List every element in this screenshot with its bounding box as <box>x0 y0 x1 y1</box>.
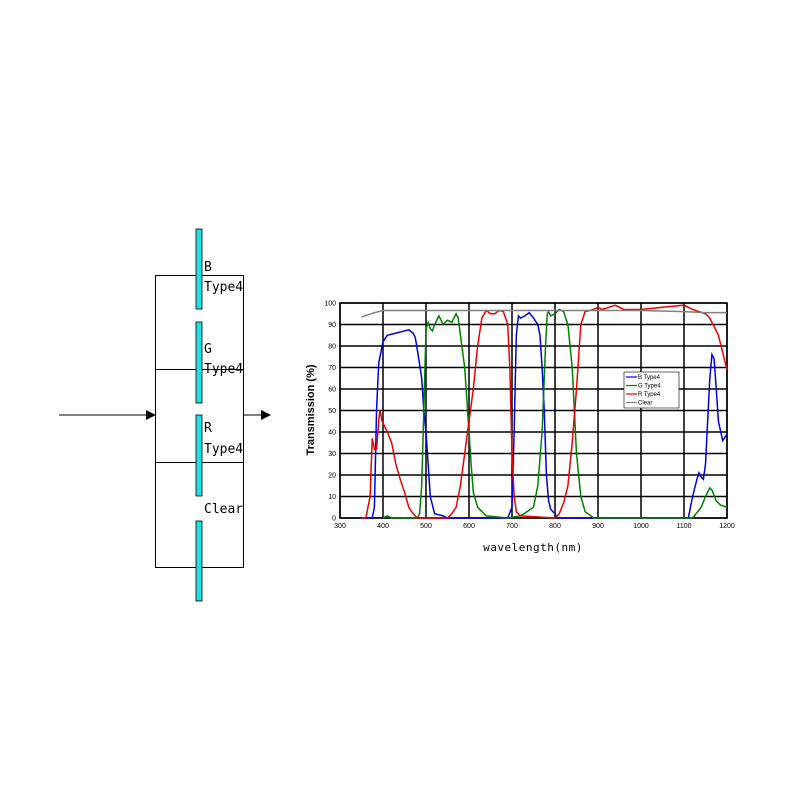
series-line-r-type4 <box>361 304 728 519</box>
filter-r-type: Type4 <box>204 442 243 457</box>
x-tick-label: 600 <box>463 523 475 530</box>
x-tick-label: 400 <box>377 523 389 530</box>
legend-label: Clear <box>638 401 652 407</box>
series-line-clear <box>361 309 727 318</box>
legend-label: B Type4 <box>638 375 661 381</box>
x-axis-label: wavelength(nm) <box>483 541 583 554</box>
y-tick-label: 50 <box>328 408 336 415</box>
y-tick-label: 90 <box>328 322 336 329</box>
filter-diagram: B Type4 G Type4 R Type4 Clear <box>59 228 271 602</box>
y-tick-label: 10 <box>328 494 336 501</box>
y-tick-label: 80 <box>328 344 336 351</box>
filter-r-name: R <box>204 421 212 436</box>
filter-g-name: G <box>204 342 212 357</box>
filter-b-name: B <box>204 260 212 275</box>
x-tick-label: 500 <box>420 523 432 530</box>
legend-label: G Type4 <box>638 384 661 390</box>
x-tick-label: 800 <box>549 523 561 530</box>
x-tick-label: 1000 <box>633 523 649 530</box>
x-tick-label: 1100 <box>676 523 691 530</box>
y-tick-label: 70 <box>328 365 336 372</box>
filter-g <box>195 321 203 404</box>
y-tick-label: 20 <box>328 473 336 480</box>
transmission-chart: 0 10 20 30 40 50 60 70 80 90 100 300 400 500 600 700 800… <box>305 301 735 555</box>
y-tick-label: 60 <box>328 387 336 394</box>
legend-label: R Type4 <box>638 392 661 398</box>
y-tick-label: 40 <box>328 430 336 437</box>
y-tick-label: 100 <box>324 301 336 308</box>
filter-clear <box>195 520 203 602</box>
series-line-b-type4 <box>361 311 728 519</box>
x-tick-label: 300 <box>334 523 346 530</box>
filter-g-type: Type4 <box>204 362 243 377</box>
filter-r <box>195 414 203 497</box>
x-tick-label: 1200 <box>719 523 735 530</box>
x-tick-label: 700 <box>506 523 518 530</box>
x-tick-label: 900 <box>592 523 604 530</box>
y-axis-label: Transmission (%) <box>305 364 317 455</box>
series-line-g-type4 <box>382 308 728 519</box>
y-tick-label: 0 <box>332 516 336 523</box>
filter-clear-name: Clear <box>204 502 243 517</box>
y-tick-label: 30 <box>328 451 336 458</box>
filter-b <box>195 228 203 310</box>
filter-b-type: Type4 <box>204 280 243 295</box>
